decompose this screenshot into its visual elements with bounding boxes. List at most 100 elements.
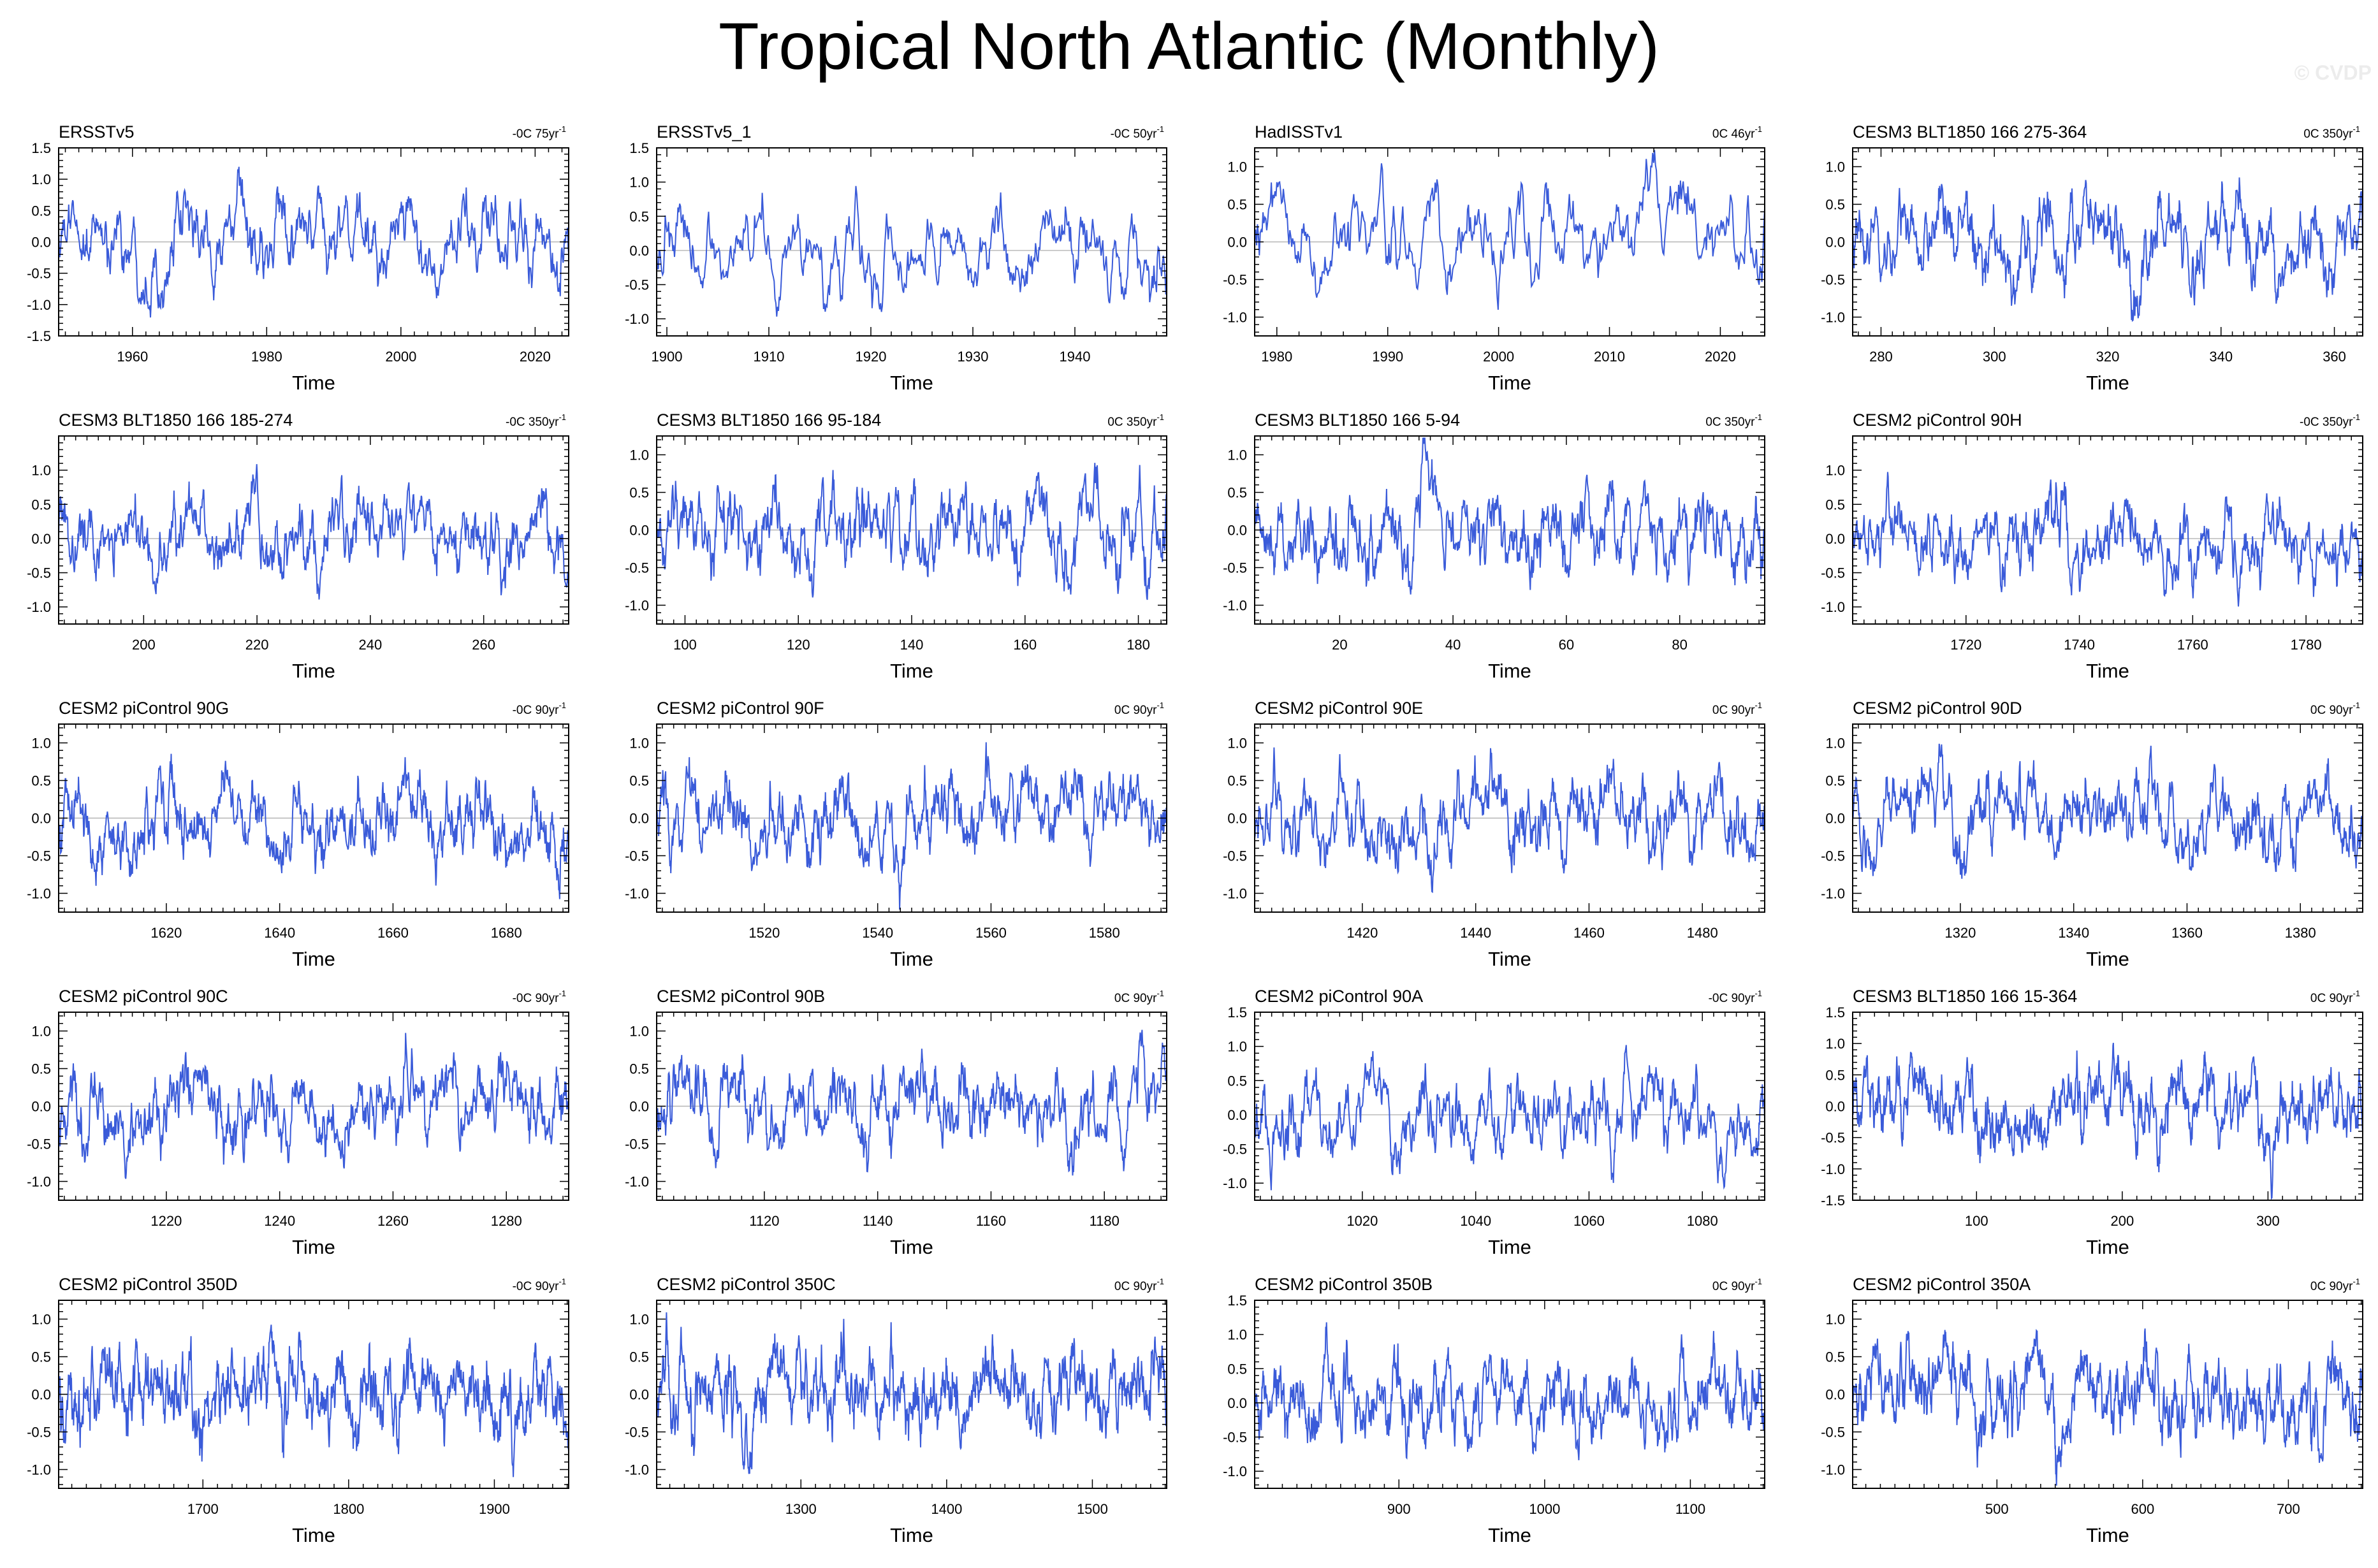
y-tick-label: -0.5 [1223,272,1247,288]
x-tick-label: 20 [1332,637,1347,653]
x-tick-label: 1580 [1089,925,1120,941]
page-title: Tropical North Atlantic (Monthly) [719,10,1659,83]
series-line [1254,747,1765,894]
y-tick-label: -1.5 [27,328,51,344]
panel-title: CESM2 piControl 350B [1255,1275,1433,1294]
x-axis-title: Time [2086,948,2129,970]
panel-title: CESM2 piControl 90A [1255,987,1423,1006]
panel-ersstv5: ERSSTv5 -0C 75yr-1 -1.5 -1.0 -0.5 0.0 0.5 1.0 1.… [27,122,569,394]
x-tick-label: 2000 [385,349,416,365]
y-tick-label: 0.0 [1825,531,1845,547]
y-tick-label: -1.0 [27,886,51,902]
x-tick-label: 220 [245,637,269,653]
x-tick-label: 1360 [2171,925,2203,941]
panel-trend: 0C 90yr-1 [2310,701,2360,717]
x-tick-label: 1160 [976,1213,1006,1229]
y-tick-label: -1.5 [1821,1193,1845,1209]
series-line [1852,743,2363,879]
series-line [58,166,569,318]
series-line [1852,472,2363,607]
y-tick-label: 0.5 [1825,1067,1845,1083]
plot-frame [1254,1300,1765,1489]
x-tick-label: 40 [1445,637,1461,653]
y-tick-label: 1.5 [1227,1293,1247,1309]
x-tick-label: 1500 [1077,1501,1108,1517]
x-tick-label: 1120 [749,1213,779,1229]
trend-exponent: -1 [558,989,566,998]
panel-title: CESM2 piControl 350D [59,1275,238,1294]
x-tick-label: 1660 [377,925,409,941]
trend-exponent: -1 [2352,412,2360,422]
panel-title: CESM3 BLT1850 166 5-94 [1255,410,1460,430]
y-tick-label: 0.0 [1227,1107,1247,1123]
panel-title: CESM3 BLT1850 166 185-274 [59,410,293,430]
x-tick-label: 1220 [150,1213,182,1229]
y-tick-label: 1.0 [1825,736,1845,751]
panel-cesm3-blt1850-166-5-94: CESM3 BLT1850 166 5-94 0C 350yr-1 -1.0 -0.5… [1223,410,1765,682]
x-tick-label: 1040 [1460,1213,1491,1229]
panel-title: CESM2 piControl 350A [1853,1275,2031,1294]
panel-cesm3-blt1850-166-185-274: CESM3 BLT1850 166 185-274 -0C 350yr-1 -1.0… [27,410,569,682]
panel-cesm3-blt1850-166-95-184: CESM3 BLT1850 166 95-184 0C 350yr-1 -1.0 -0… [625,410,1167,682]
y-tick-label: 0.0 [1825,235,1845,250]
panel-trend: 0C 90yr-1 [1114,1277,1164,1293]
x-axis-title: Time [890,372,933,394]
x-tick-label: 2000 [1483,349,1514,365]
trend-exponent: -1 [558,412,566,422]
x-tick-label: 100 [1965,1213,1988,1229]
y-tick-label: 0.0 [31,811,51,827]
series-line [1254,1322,1765,1460]
x-axis-title: Time [292,1236,335,1258]
y-tick-label: -0.5 [27,1136,51,1152]
trend-exponent: -1 [1156,1277,1164,1286]
panel-trend: 0C 90yr-1 [2310,1277,2360,1293]
trend-exponent: -1 [1156,989,1164,998]
y-tick-label: -1.0 [27,599,51,615]
y-tick-label: -1.0 [1821,1462,1845,1478]
y-tick-label: -1.0 [1821,886,1845,902]
x-tick-label: 1800 [333,1501,364,1517]
x-axis-title: Time [890,1236,933,1258]
y-tick-label: -0.5 [1223,848,1247,864]
panel-cesm2-picontrol-90e: CESM2 piControl 90E 0C 90yr-1 -1.0 -0.5 0.0 0… [1223,699,1765,970]
x-axis-title: Time [1488,1524,1531,1546]
series-line [58,753,569,899]
trend-exponent: -1 [1754,701,1762,710]
trend-exponent: -1 [2352,124,2360,134]
y-tick-label: 0.5 [1227,1073,1247,1089]
panel-title: CESM3 BLT1850 166 15-364 [1853,987,2077,1006]
y-tick-label: 1.0 [629,1312,649,1328]
x-tick-label: 140 [900,637,924,653]
panel-trend: 0C 350yr-1 [1107,412,1164,429]
series-line [58,1325,569,1477]
x-tick-label: 700 [2277,1501,2300,1517]
x-tick-label: 2010 [1594,349,1625,365]
y-tick-label: 1.5 [1227,1005,1247,1020]
y-tick-label: 0.0 [1227,235,1247,250]
panel-title: CESM3 BLT1850 166 95-184 [657,410,881,430]
x-tick-label: 160 [1013,637,1037,653]
watermark-cvdp: © CVDP [2294,61,2372,84]
y-tick-label: -1.0 [625,1174,649,1190]
x-tick-label: 1700 [187,1501,219,1517]
x-tick-label: 1280 [491,1213,522,1229]
y-tick-label: 0.5 [1227,485,1247,501]
x-tick-label: 2020 [520,349,551,365]
panel-cesm2-picontrol-90b: CESM2 piControl 90B 0C 90yr-1 -1.0 -0.5 0.0 0… [625,987,1167,1258]
y-tick-label: 0.0 [31,1387,51,1403]
x-axis-title: Time [292,948,335,970]
trend-exponent: -1 [1156,701,1164,710]
x-tick-label: 1240 [264,1213,295,1229]
panel-cesm2-picontrol-90h: CESM2 piControl 90H -0C 350yr-1 -1.0 -0.5 0.… [1821,410,2363,682]
y-tick-label: -0.5 [27,1425,51,1441]
panel-title: CESM3 BLT1850 166 275-364 [1853,122,2087,142]
x-axis-title: Time [1488,948,1531,970]
x-axis-title: Time [2086,372,2129,394]
plot-frame [1254,1012,1765,1201]
x-tick-label: 1400 [931,1501,962,1517]
y-tick-label: 0.0 [629,523,649,539]
y-tick-label: 0.0 [31,531,51,547]
x-tick-label: 1920 [856,349,887,365]
panel-trend: -0C 90yr-1 [513,989,566,1005]
y-tick-label: -0.5 [1821,848,1845,864]
